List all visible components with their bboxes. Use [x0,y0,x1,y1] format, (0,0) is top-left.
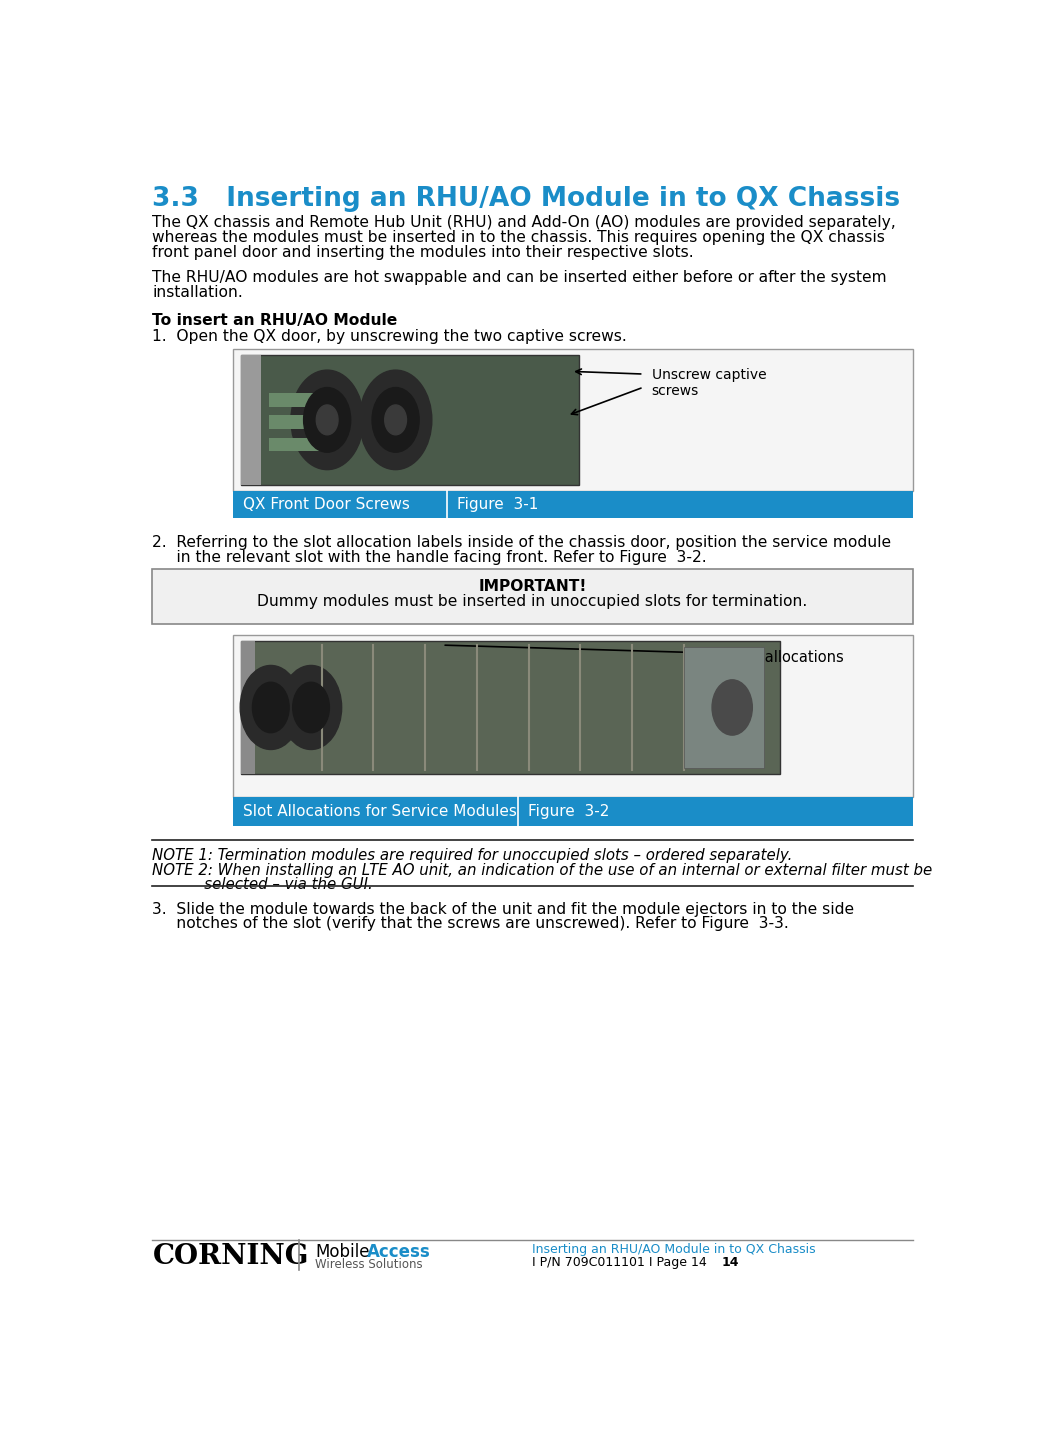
Text: IMPORTANT!: IMPORTANT! [478,579,587,595]
Text: Dummy modules must be inserted in unoccupied slots for termination.: Dummy modules must be inserted in unoccu… [258,593,807,609]
Text: 14: 14 [722,1255,739,1269]
Circle shape [281,665,342,750]
Circle shape [359,370,432,470]
Text: Inserting an RHU/AO Module in to QX Chassis: Inserting an RHU/AO Module in to QX Chas… [532,1244,816,1256]
Text: selected – via the GUI.: selected – via the GUI. [153,877,373,892]
Text: 3.  Slide the module towards the back of the unit and fit the module ejectors in: 3. Slide the module towards the back of … [153,902,854,916]
Text: Mobile: Mobile [315,1244,370,1261]
Bar [233,635,912,797]
Bar [233,349,912,491]
Text: 2.  Referring to the slot allocation labels inside of the chassis door, position: 2. Referring to the slot allocation labe… [153,536,891,550]
Text: Figure  3-1: Figure 3-1 [457,497,538,513]
Bar [269,415,321,429]
Circle shape [291,370,364,470]
Text: notches of the slot (verify that the screws are unscrewed). Refer to Figure  3-3: notches of the slot (verify that the scr… [153,916,790,931]
Text: whereas the modules must be inserted in to the chassis. This requires opening th: whereas the modules must be inserted in … [153,230,885,246]
Circle shape [384,405,406,435]
Text: CORNING: CORNING [153,1242,309,1269]
Bar [233,797,912,826]
Text: NOTE 2: When installing an LTE AO unit, an indication of the use of an internal : NOTE 2: When installing an LTE AO unit, … [153,863,933,877]
Bar [269,393,321,406]
Circle shape [252,682,289,732]
Text: Unscrew captive
screws: Unscrew captive screws [651,368,767,398]
Text: installation.: installation. [153,284,243,300]
Text: QX Front Door Screws: QX Front Door Screws [243,497,409,513]
Circle shape [712,679,752,735]
Text: Slot Allocations for Service Modules: Slot Allocations for Service Modules [243,804,516,819]
Bar [269,438,321,451]
Bar [241,355,261,485]
Bar [241,355,579,485]
Text: 1.  Open the QX door, by unscrewing the two captive screws.: 1. Open the QX door, by unscrewing the t… [153,329,628,345]
Text: NOTE 1: Termination modules are required for unoccupied slots – ordered separate: NOTE 1: Termination modules are required… [153,847,793,863]
Text: To insert an RHU/AO Module: To insert an RHU/AO Module [153,313,398,329]
Circle shape [293,682,329,732]
Text: Figure  3-2: Figure 3-2 [528,804,610,819]
Circle shape [316,405,338,435]
Bar [153,569,912,625]
Text: The QX chassis and Remote Hub Unit (RHU) and Add-On (AO) modules are provided se: The QX chassis and Remote Hub Unit (RHU)… [153,215,897,230]
Bar [684,648,765,767]
Circle shape [240,665,301,750]
Text: Wireless Solutions: Wireless Solutions [315,1258,423,1271]
Circle shape [303,388,351,452]
Circle shape [372,388,419,452]
Text: 3.3   Inserting an RHU/AO Module in to QX Chassis: 3.3 Inserting an RHU/AO Module in to QX … [153,187,901,213]
Text: The RHU/AO modules are hot swappable and can be inserted either before or after : The RHU/AO modules are hot swappable and… [153,270,887,286]
Text: in the relevant slot with the handle facing front. Refer to Figure  3-2.: in the relevant slot with the handle fac… [153,550,708,564]
Bar [233,491,912,518]
Bar [241,642,780,774]
Text: front panel door and inserting the modules into their respective slots.: front panel door and inserting the modul… [153,244,694,260]
Text: I P/N 709C011101 I Page 14: I P/N 709C011101 I Page 14 [532,1255,708,1269]
Text: Slot allocations: Slot allocations [732,651,844,665]
Bar [241,642,256,774]
Text: Access: Access [368,1244,431,1261]
